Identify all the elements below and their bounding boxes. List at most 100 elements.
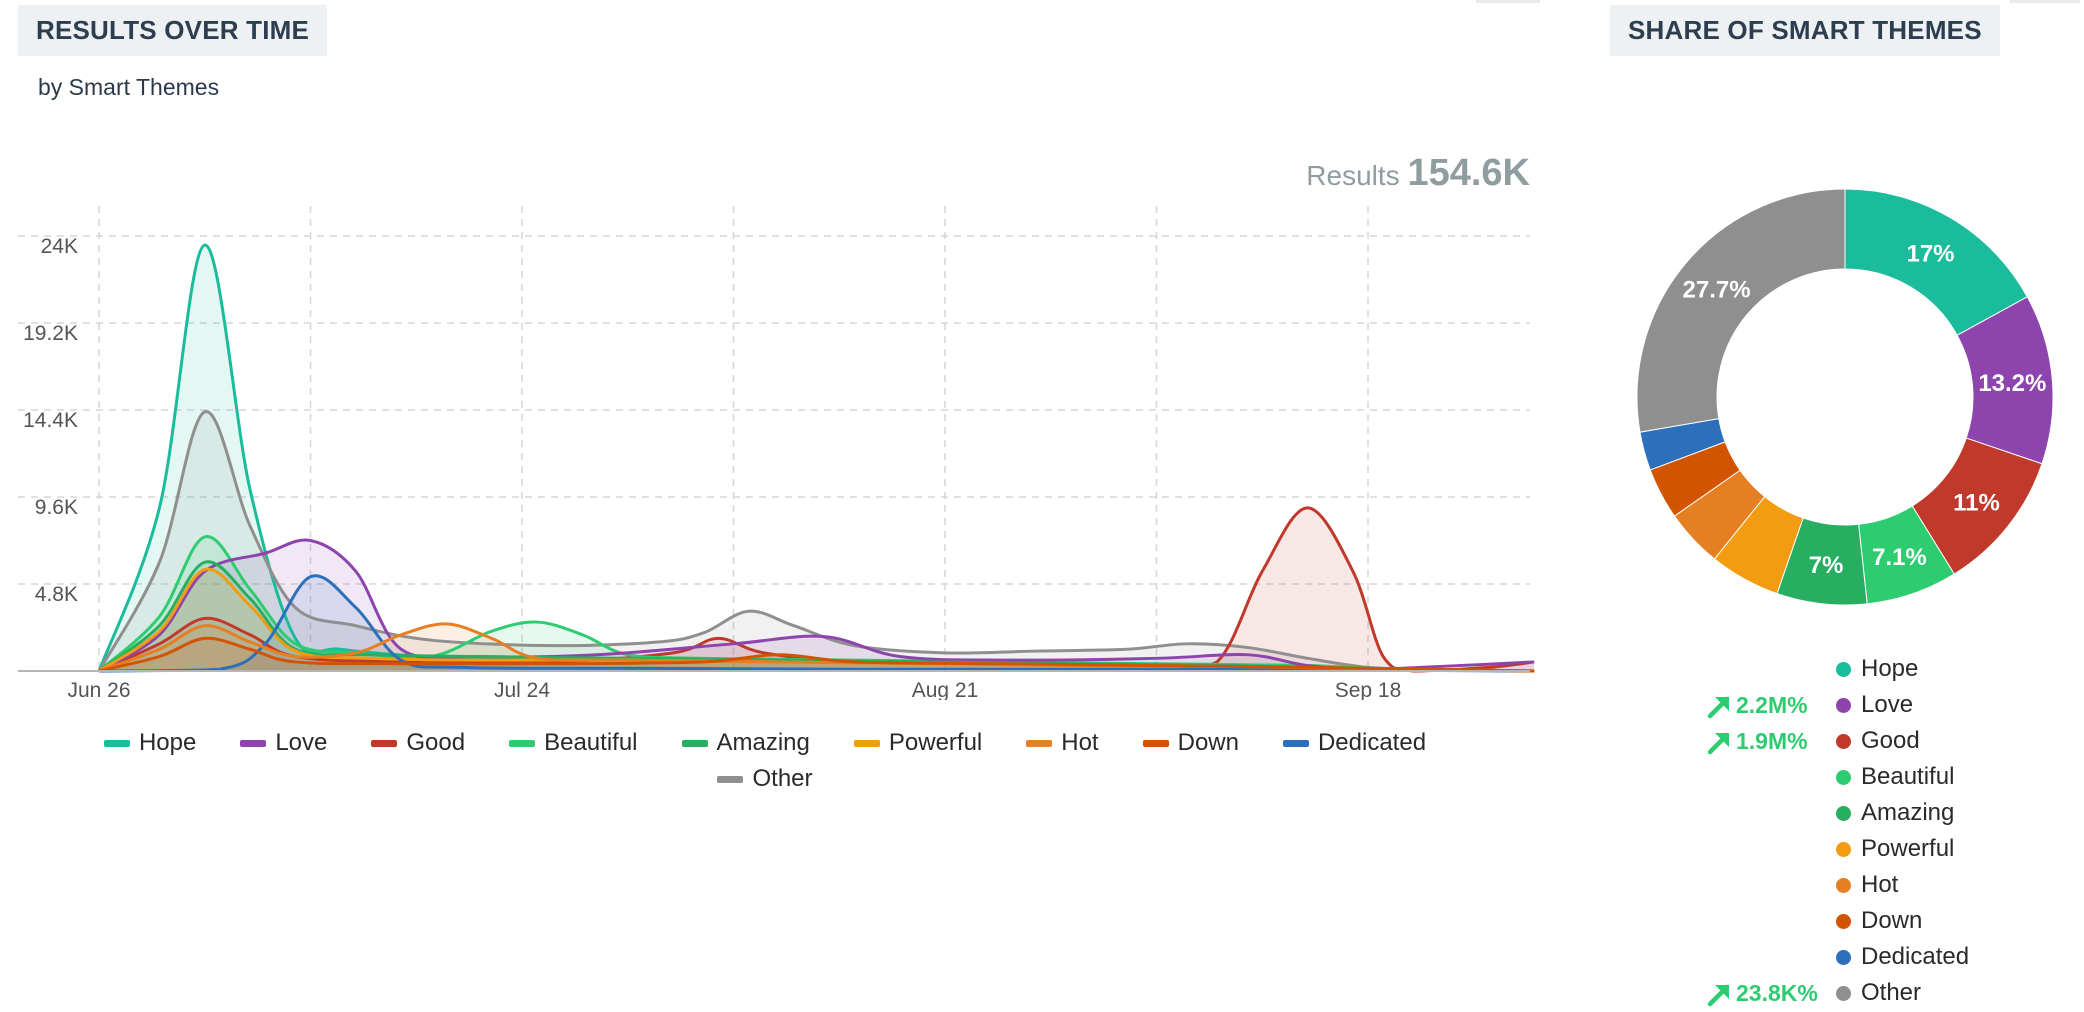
legend-swatch xyxy=(509,739,536,747)
share-of-smart-themes-title: SHARE OF SMART THEMES xyxy=(1610,5,2000,56)
legend-label: Love xyxy=(1861,691,1914,718)
donut-legend-item-hot[interactable]: Hot xyxy=(1836,867,1969,903)
donut-legend-item-good[interactable]: Good xyxy=(1836,723,1969,759)
y-tick-label: 24K xyxy=(41,235,78,258)
legend-label: Down xyxy=(1861,907,1923,934)
series-area-down xyxy=(99,638,1535,671)
legend-swatch xyxy=(103,739,130,747)
legend-label: Down xyxy=(1177,729,1239,756)
series-area-beautiful xyxy=(99,536,1535,671)
series-area-love xyxy=(99,539,1535,671)
legend-item-down[interactable]: Down xyxy=(1142,729,1239,757)
legend-label: Good xyxy=(1861,727,1920,754)
legend-dot xyxy=(1836,661,1851,677)
donut-legend: Hope Love Good Beautiful Amazing Powerful Hot D… xyxy=(1836,651,1969,1011)
series-line-down xyxy=(98,636,1535,673)
donut-legend-item-powerful[interactable]: Powerful xyxy=(1836,831,1969,867)
legend-label: Beautiful xyxy=(1861,763,1955,790)
legend-label: Hope xyxy=(1861,655,1919,682)
donut-slice-label: 17% xyxy=(1906,240,1954,267)
results-total: Results 154.6K xyxy=(1306,152,1530,195)
donut-legend-item-amazing[interactable]: Amazing xyxy=(1836,795,1969,831)
legend-label: Hot xyxy=(1061,729,1099,756)
legend-label: Hot xyxy=(1861,871,1899,898)
donut-legend-item-dedicated[interactable]: Dedicated xyxy=(1836,939,1969,975)
line-chart-legend-overflow: Other xyxy=(0,765,1530,793)
series-area-amazing xyxy=(99,561,1535,671)
trend-up-arrow-icon xyxy=(1707,696,1730,718)
series-line-dedicated xyxy=(98,574,1535,673)
legend-label: Other xyxy=(1861,979,1922,1006)
donut-legend-item-hope[interactable]: Hope xyxy=(1836,651,1969,687)
legend-swatch xyxy=(853,739,880,747)
legend-label: Powerful xyxy=(1861,835,1955,862)
legend-label: Hope xyxy=(138,729,197,756)
legend-dot xyxy=(1836,841,1851,857)
series-area-hope xyxy=(99,245,1535,671)
series-area-powerful xyxy=(99,569,1535,671)
legend-label: Amazing xyxy=(1861,799,1955,826)
legend-label: Other xyxy=(752,765,813,792)
trend-up-arrow-icon xyxy=(1707,984,1730,1006)
donut-slice-label: 27.7% xyxy=(1683,277,1751,304)
legend-label: Love xyxy=(275,729,328,756)
legend-dot xyxy=(1836,733,1851,749)
results-over-time-chart: 4.8K 9.6K 14.4K 19.2K 24K Jun 26 Jul 24 Aug 21 S… xyxy=(18,206,1535,700)
trend-indicator: 2.2M% xyxy=(1706,692,1808,719)
x-tick-label: Jun 26 xyxy=(67,679,130,700)
x-tick-label: Aug 21 xyxy=(912,679,979,700)
legend-item-good[interactable]: Good xyxy=(371,729,465,757)
legend-swatch xyxy=(1282,739,1309,747)
legend-dot xyxy=(1836,769,1851,785)
legend-dot xyxy=(1836,877,1851,893)
series-line-other xyxy=(97,410,1535,673)
legend-item-dedicated[interactable]: Dedicated xyxy=(1282,729,1427,757)
panel-tab-marker xyxy=(2010,0,2080,3)
y-tick-label: 19.2K xyxy=(23,322,78,345)
legend-item-hope[interactable]: Hope xyxy=(103,729,197,757)
legend-swatch xyxy=(717,775,744,783)
donut-slice-other xyxy=(1636,188,1846,433)
legend-label: Powerful xyxy=(888,729,983,756)
y-tick-label: 14.4K xyxy=(23,409,78,432)
results-label: Results xyxy=(1306,160,1400,191)
trend-value: 23.8K% xyxy=(1736,980,1818,1006)
panel-tab-marker xyxy=(1476,0,1540,3)
legend-dot xyxy=(1836,985,1851,1001)
trend-up-arrow-icon xyxy=(1707,732,1730,754)
share-of-smart-themes-donut: 17% 13.2% 11% 7.1% 7% 27.7% xyxy=(1636,188,2054,606)
donut-legend-item-down[interactable]: Down xyxy=(1836,903,1969,939)
legend-item-hot[interactable]: Hot xyxy=(1026,729,1099,757)
legend-label: Beautiful xyxy=(544,729,638,756)
legend-label: Dedicated xyxy=(1861,943,1970,970)
legend-label: Dedicated xyxy=(1317,729,1427,756)
x-tick-label: Sep 18 xyxy=(1335,679,1402,700)
donut-legend-item-beautiful[interactable]: Beautiful xyxy=(1836,759,1969,795)
donut-slice-label: 7% xyxy=(1809,552,1844,579)
legend-swatch xyxy=(240,739,267,747)
results-over-time-title: RESULTS OVER TIME xyxy=(18,5,328,56)
line-chart-legend: Hope Love Good Beautiful Amazing Powerful Hot D… xyxy=(0,729,1530,757)
trend-value: 2.2M% xyxy=(1736,692,1808,718)
legend-swatch xyxy=(1026,739,1053,747)
legend-item-other[interactable]: Other xyxy=(717,765,813,793)
chart-subtitle: by Smart Themes xyxy=(38,74,220,100)
trend-value: 1.9M% xyxy=(1736,728,1808,754)
donut-legend-item-other[interactable]: Other xyxy=(1836,975,1969,1011)
trend-indicator: 23.8K% xyxy=(1706,980,1818,1007)
legend-item-powerful[interactable]: Powerful xyxy=(853,729,983,757)
legend-dot xyxy=(1836,949,1851,965)
series-area-other xyxy=(99,411,1535,671)
legend-swatch xyxy=(1142,739,1169,747)
y-tick-label: 4.8K xyxy=(35,583,78,606)
legend-swatch xyxy=(681,739,708,747)
legend-dot xyxy=(1836,697,1851,713)
legend-item-beautiful[interactable]: Beautiful xyxy=(509,729,638,757)
y-tick-label: 9.6K xyxy=(35,496,78,519)
legend-item-amazing[interactable]: Amazing xyxy=(681,729,810,757)
donut-slice-label: 13.2% xyxy=(1978,370,2046,397)
donut-legend-item-love[interactable]: Love xyxy=(1836,687,1969,723)
results-value: 154.6K xyxy=(1407,152,1530,194)
legend-dot xyxy=(1836,805,1851,821)
legend-item-love[interactable]: Love xyxy=(240,729,327,757)
